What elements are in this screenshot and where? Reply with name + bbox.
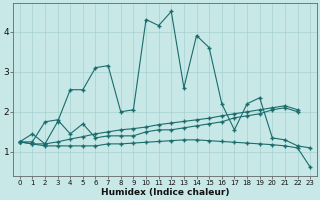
X-axis label: Humidex (Indice chaleur): Humidex (Indice chaleur)	[101, 188, 229, 197]
